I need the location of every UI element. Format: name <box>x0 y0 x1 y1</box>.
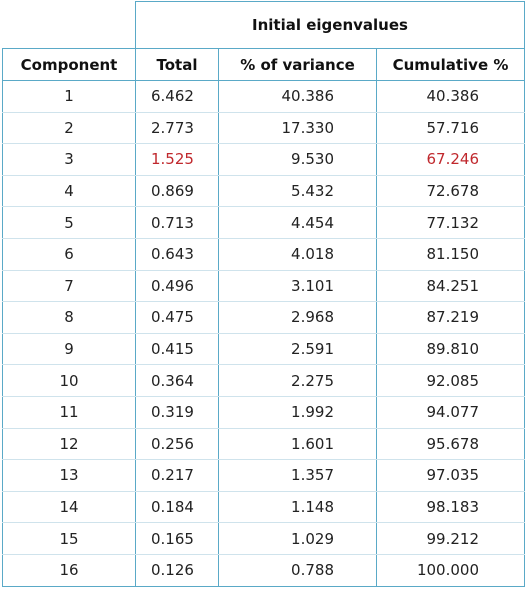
table-cell: 8 <box>2 301 136 334</box>
table-cell: 13 <box>2 459 136 492</box>
table-cell: 3 <box>2 143 136 176</box>
table-cell: 0.217 <box>135 459 219 492</box>
table-cell: 0.415 <box>135 332 219 366</box>
table-cell: 84.251 <box>376 269 525 303</box>
table-cell: 1.029 <box>218 522 377 555</box>
table-cell: 7 <box>2 269 136 303</box>
table-body: 1 6.462 40.386 40.386 2 2.773 17.330 57.716 3 1.5… <box>2 80 525 587</box>
table-cell: 2.275 <box>218 364 377 397</box>
table-cell: 40.386 <box>376 80 525 113</box>
table-row: 12 0.256 1.601 95.678 <box>2 427 525 461</box>
table-cell: 81.150 <box>376 237 525 271</box>
table-cell: 6 <box>2 237 136 271</box>
column-header: % of variance <box>218 48 377 81</box>
table-cell: 0.256 <box>135 427 219 461</box>
table-row: 13 0.217 1.357 97.035 <box>2 459 525 492</box>
table-cell: 0.184 <box>135 490 219 524</box>
group-header: Initial eigenvalues <box>135 1 525 49</box>
table-cell: 5.432 <box>218 174 377 208</box>
table-cell: 2 <box>2 111 136 145</box>
table-cell: 99.212 <box>376 522 525 555</box>
table-row: 6 0.643 4.018 81.150 <box>2 237 525 271</box>
column-header: Component <box>2 48 136 81</box>
table-cell: 0.788 <box>218 553 377 587</box>
table-row: 7 0.496 3.101 84.251 <box>2 269 525 303</box>
table-cell: 0.496 <box>135 269 219 303</box>
table-cell: 0.475 <box>135 301 219 334</box>
table-row: 8 0.475 2.968 87.219 <box>2 301 525 334</box>
table-cell: 92.085 <box>376 364 525 397</box>
table-cell: 72.678 <box>376 174 525 208</box>
table-cell: 87.219 <box>376 301 525 334</box>
table-cell: 100.000 <box>376 553 525 587</box>
table-cell: 4.018 <box>218 237 377 271</box>
table-cell: 0.364 <box>135 364 219 397</box>
header-row: Initial eigenvalues <box>2 1 525 49</box>
table-cell: 12 <box>2 427 136 461</box>
table-cell: 67.246 <box>376 143 525 176</box>
table-row: 11 0.319 1.992 94.077 <box>2 395 525 429</box>
table-cell: 15 <box>2 522 136 555</box>
table-cell: 1.601 <box>218 427 377 461</box>
table-cell: 4 <box>2 174 136 208</box>
table-row: 5 0.713 4.454 77.132 <box>2 206 525 239</box>
table-cell: 0.126 <box>135 553 219 587</box>
table-cell: 10 <box>2 364 136 397</box>
table-cell: 98.183 <box>376 490 525 524</box>
table-row: 10 0.364 2.275 92.085 <box>2 364 525 397</box>
table-row: 15 0.165 1.029 99.212 <box>2 522 525 555</box>
table-cell: 2.773 <box>135 111 219 145</box>
table-row: 4 0.869 5.432 72.678 <box>2 174 525 208</box>
table-cell: 2.968 <box>218 301 377 334</box>
table-cell: 1.148 <box>218 490 377 524</box>
table-cell: 97.035 <box>376 459 525 492</box>
table-cell: 0.869 <box>135 174 219 208</box>
table-cell: 14 <box>2 490 136 524</box>
table-cell: 9.530 <box>218 143 377 176</box>
table-cell: 17.330 <box>218 111 377 145</box>
table-cell: 4.454 <box>218 206 377 239</box>
table-cell: 0.643 <box>135 237 219 271</box>
table-cell: 5 <box>2 206 136 239</box>
table-cell: 0.713 <box>135 206 219 239</box>
empty-cell <box>2 1 136 49</box>
table-cell: 1.357 <box>218 459 377 492</box>
table-row: 2 2.773 17.330 57.716 <box>2 111 525 145</box>
table-cell: 16 <box>2 553 136 587</box>
table-cell: 9 <box>2 332 136 366</box>
table-cell: 0.165 <box>135 522 219 555</box>
table-cell: 3.101 <box>218 269 377 303</box>
table-cell: 1.525 <box>135 143 219 176</box>
table-cell: 1 <box>2 80 136 113</box>
column-header: Total <box>135 48 219 81</box>
table-cell: 57.716 <box>376 111 525 145</box>
table-cell: 94.077 <box>376 395 525 429</box>
table-cell: 95.678 <box>376 427 525 461</box>
table-cell: 1.992 <box>218 395 377 429</box>
table-cell: 0.319 <box>135 395 219 429</box>
table-cell: 11 <box>2 395 136 429</box>
table-cell: 89.810 <box>376 332 525 366</box>
table-cell: 2.591 <box>218 332 377 366</box>
table-row: 3 1.525 9.530 67.246 <box>2 143 525 176</box>
table-cell: 40.386 <box>218 80 377 113</box>
table-row: 1 6.462 40.386 40.386 <box>2 80 525 113</box>
table-row: 16 0.126 0.788 100.000 <box>2 553 525 587</box>
header-row: Component Total% of variance Cumulative % <box>2 48 525 81</box>
table-row: 14 0.184 1.148 98.183 <box>2 490 525 524</box>
table-cell: 77.132 <box>376 206 525 239</box>
table-row: 9 0.415 2.591 89.810 <box>2 332 525 366</box>
table-header: Initial eigenvalues Component Total% of v… <box>2 1 525 81</box>
table-cell: 6.462 <box>135 80 219 113</box>
eigenvalue-table: Initial eigenvalues Component Total% of v… <box>2 1 525 587</box>
column-header: Cumulative % <box>376 48 525 81</box>
